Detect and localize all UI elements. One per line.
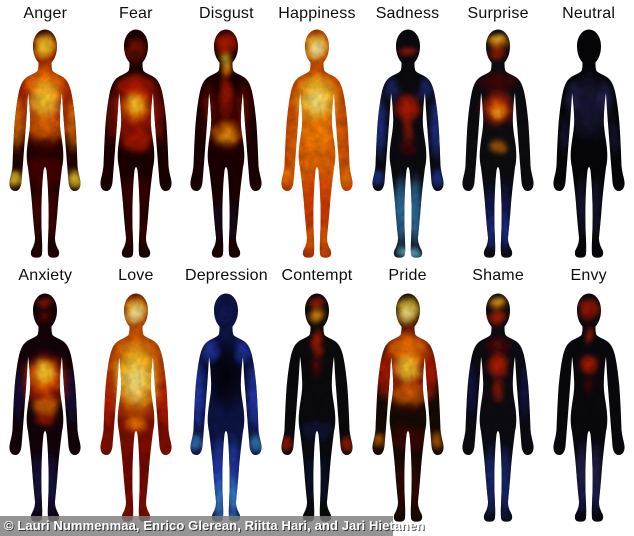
- emotion-label: Disgust: [199, 5, 254, 22]
- credit-bar: © Lauri Nummenmaa, Enrico Glerean, Riitt…: [0, 516, 425, 536]
- figure-neutral: Neutral: [543, 0, 634, 262]
- emotion-label: Envy: [570, 267, 607, 284]
- emotion-label: Anxiety: [18, 267, 73, 284]
- figure-shame: Shame: [453, 262, 544, 528]
- body-heatmap-envy: [553, 293, 625, 522]
- figure-happiness: Happiness: [272, 0, 363, 262]
- body-heatmap-surprise: [462, 29, 534, 258]
- figure-surprise: Surprise: [453, 0, 544, 262]
- figure-fear: Fear: [91, 0, 182, 262]
- body-heatmap-neutral: [553, 29, 625, 258]
- body-heatmap-fear: [100, 29, 172, 258]
- body-heatmap-love: [100, 293, 172, 522]
- figure-love: Love: [91, 262, 182, 528]
- figure-disgust: Disgust: [181, 0, 272, 262]
- figure-sadness: Sadness: [362, 0, 453, 262]
- emotion-label: Shame: [472, 267, 524, 284]
- emotion-label: Surprise: [467, 5, 529, 22]
- emotion-label: Pride: [388, 267, 427, 284]
- body-heatmap-anger: [9, 29, 81, 258]
- emotion-label: Neutral: [562, 5, 616, 22]
- figure-depression: Depression: [181, 262, 272, 528]
- emotion-label: Fear: [118, 5, 153, 22]
- emotion-label: Happiness: [278, 5, 356, 22]
- body-heatmap-sadness: [371, 29, 444, 258]
- emotion-label: Anger: [23, 5, 68, 22]
- emotion-row-top: Anger Fear Disgust Happiness Sadness Sur…: [0, 0, 634, 262]
- body-heatmap-pride: [371, 293, 444, 522]
- emotion-label: Contempt: [281, 267, 353, 284]
- figure-envy: Envy: [543, 262, 634, 528]
- figure-contempt: Contempt: [272, 262, 363, 528]
- body-heatmap-anxiety: [9, 293, 81, 522]
- body-heatmap-depression: [190, 293, 262, 522]
- body-heatmap-disgust: [190, 29, 262, 258]
- body-heatmap-happiness: [281, 29, 353, 258]
- emotion-row-bottom: Anxiety Love Depression Contempt Pride S…: [0, 262, 634, 528]
- body-heatmap-contempt: [281, 293, 353, 522]
- emotion-label: Depression: [184, 267, 268, 284]
- emotion-label: Sadness: [375, 5, 440, 22]
- figure-anxiety: Anxiety: [0, 262, 91, 528]
- figure-pride: Pride: [362, 262, 453, 528]
- emotion-label: Love: [118, 267, 154, 284]
- body-heatmap-shame: [462, 293, 534, 522]
- credit-text: © Lauri Nummenmaa, Enrico Glerean, Riitt…: [4, 518, 425, 533]
- figure-anger: Anger: [0, 0, 91, 262]
